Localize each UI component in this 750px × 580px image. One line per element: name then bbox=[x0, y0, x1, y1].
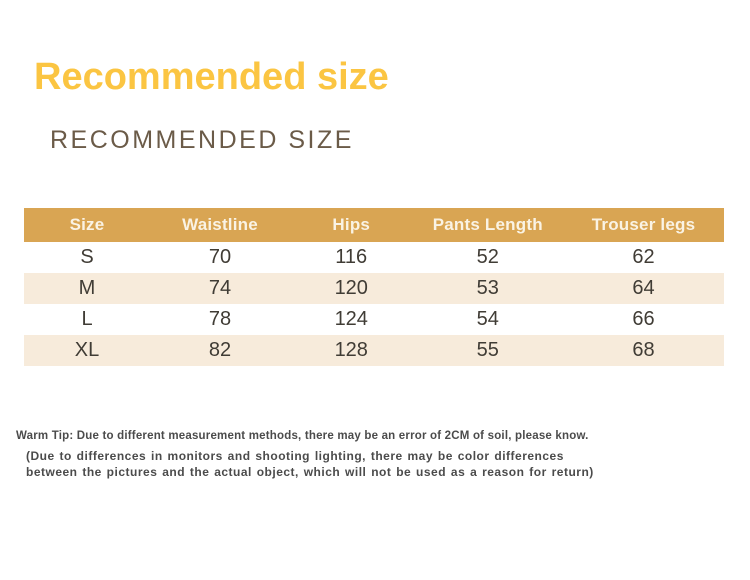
size-table-body: S 70 116 52 62 M 74 120 53 64 L 78 124 5… bbox=[24, 242, 724, 366]
cell-waistline: 74 bbox=[150, 273, 290, 304]
size-table: Size Waistline Hips Pants Length Trouser… bbox=[24, 208, 724, 366]
cell-hips: 128 bbox=[290, 335, 413, 366]
cell-size: S bbox=[24, 242, 150, 273]
cell-hips: 120 bbox=[290, 273, 413, 304]
warm-tip-text: Warm Tip: Due to different measurement m… bbox=[16, 430, 589, 442]
size-table-header: Size Waistline Hips Pants Length Trouser… bbox=[24, 208, 724, 242]
cell-trouser-legs: 66 bbox=[563, 304, 724, 335]
cell-size: XL bbox=[24, 335, 150, 366]
column-header-waistline: Waistline bbox=[150, 208, 290, 242]
notes-section: Warm Tip: Due to different measurement m… bbox=[16, 428, 612, 480]
cell-pants-length: 53 bbox=[412, 273, 563, 304]
cell-waistline: 82 bbox=[150, 335, 290, 366]
table-row-m: M 74 120 53 64 bbox=[24, 273, 724, 304]
cell-trouser-legs: 62 bbox=[563, 242, 724, 273]
cell-pants-length: 52 bbox=[412, 242, 563, 273]
column-header-pants-length: Pants Length bbox=[412, 208, 563, 242]
cell-size: M bbox=[24, 273, 150, 304]
page-subtitle: RECOMMENDED SIZE bbox=[50, 126, 354, 154]
cell-trouser-legs: 68 bbox=[563, 335, 724, 366]
page-title: Recommended size bbox=[34, 56, 389, 98]
column-header-hips: Hips bbox=[290, 208, 413, 242]
cell-waistline: 78 bbox=[150, 304, 290, 335]
cell-trouser-legs: 64 bbox=[563, 273, 724, 304]
table-row-xl: XL 82 128 55 68 bbox=[24, 335, 724, 366]
cell-size: L bbox=[24, 304, 150, 335]
cell-pants-length: 54 bbox=[412, 304, 563, 335]
cell-hips: 116 bbox=[290, 242, 413, 273]
column-header-size: Size bbox=[24, 208, 150, 242]
cell-hips: 124 bbox=[290, 304, 413, 335]
cell-pants-length: 55 bbox=[412, 335, 563, 366]
column-header-trouser-legs: Trouser legs bbox=[563, 208, 724, 242]
table-row-l: L 78 124 54 66 bbox=[24, 304, 724, 335]
color-disclaimer-text: (Due to differences in monitors and shoo… bbox=[26, 449, 594, 479]
header-row: Size Waistline Hips Pants Length Trouser… bbox=[24, 208, 724, 242]
cell-waistline: 70 bbox=[150, 242, 290, 273]
table-row-s: S 70 116 52 62 bbox=[24, 242, 724, 273]
